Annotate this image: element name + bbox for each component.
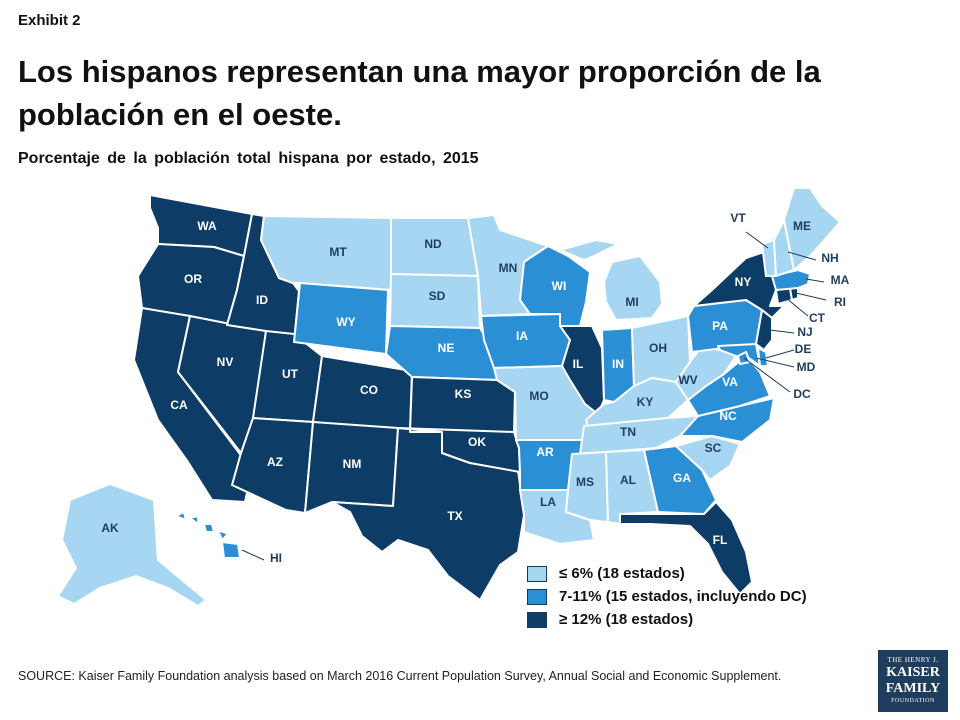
kff-logo: THE HENRY J. KAISER FAMILY FOUNDATION <box>878 650 948 712</box>
state-label-nd: ND <box>424 237 442 251</box>
dc-leader <box>743 357 791 393</box>
map-subtitle: Porcentaje de la población total hispana… <box>18 150 479 167</box>
state-il[interactable] <box>559 325 605 415</box>
state-label-la: LA <box>540 495 556 509</box>
state-label-nh: NH <box>821 251 838 265</box>
state-label-sd: SD <box>429 289 446 303</box>
state-label-ak: AK <box>101 521 119 535</box>
state-label-me: ME <box>793 219 811 233</box>
exhibit-label: Exhibit 2 <box>18 12 81 29</box>
state-label-co: CO <box>360 383 378 397</box>
state-label-ut: UT <box>282 367 299 381</box>
state-label-or: OR <box>184 272 202 286</box>
hi-leader <box>241 549 265 561</box>
legend-swatch-mid <box>527 589 547 605</box>
state-label-wa: WA <box>197 219 217 233</box>
page-title: Los hispanos representan una mayor propo… <box>18 54 821 132</box>
md-leader <box>755 357 795 368</box>
state-ak[interactable] <box>57 483 207 607</box>
state-label-pa: PA <box>712 319 728 333</box>
state-label-ma: MA <box>831 273 850 287</box>
state-ny[interactable] <box>693 249 785 319</box>
state-label-id: ID <box>256 293 268 307</box>
state-mt[interactable] <box>260 215 392 291</box>
nj-leader <box>769 329 795 334</box>
state-label-mi: MI <box>625 295 638 309</box>
de-leader <box>765 349 795 359</box>
state-label-al: AL <box>620 473 636 487</box>
state-label-ky: KY <box>637 395 654 409</box>
state-ok[interactable] <box>397 427 521 473</box>
state-label-vt: VT <box>730 211 746 225</box>
legend-item-mid: 7-11% (15 estados, incluyendo DC) <box>527 586 847 609</box>
legend-swatch-low <box>527 566 547 582</box>
state-label-nj: NJ <box>797 325 812 339</box>
state-label-oh: OH <box>649 341 667 355</box>
state-label-sc: SC <box>705 441 722 455</box>
state-label-fl: FL <box>713 533 728 547</box>
legend-label-high: ≥ 12% (18 estados) <box>559 611 694 628</box>
logo-line-3: FAMILY <box>885 681 941 696</box>
state-label-mn: MN <box>499 261 518 275</box>
legend-label-low: ≤ 6% (18 estados) <box>559 565 685 582</box>
logo-line-1: THE HENRY J. <box>887 656 939 664</box>
ct-leader <box>785 297 809 317</box>
state-nj[interactable] <box>755 309 773 351</box>
nh-leader <box>787 251 817 261</box>
state-label-ga: GA <box>673 471 691 485</box>
state-label-md: MD <box>797 360 816 374</box>
legend-item-low: ≤ 6% (18 estados) <box>527 563 847 586</box>
state-me[interactable] <box>783 187 841 271</box>
state-label-va: VA <box>722 375 738 389</box>
logo-line-2: KAISER <box>886 665 940 680</box>
state-label-ia: IA <box>516 329 528 343</box>
legend-item-high: ≥ 12% (18 estados) <box>527 609 847 632</box>
state-label-de: DE <box>795 342 812 356</box>
state-label-ca: CA <box>170 398 188 412</box>
legend-swatch-high <box>527 612 547 628</box>
ma-leader <box>805 278 825 283</box>
state-label-hi: HI <box>270 551 282 565</box>
state-label-ok: OK <box>468 435 486 449</box>
state-label-ny: NY <box>735 275 752 289</box>
state-label-ne: NE <box>438 341 455 355</box>
state-label-nc: NC <box>719 409 737 423</box>
state-label-mo: MO <box>529 389 548 403</box>
state-label-dc: DC <box>793 387 811 401</box>
map-legend: ≤ 6% (18 estados) 7-11% (15 estados, inc… <box>527 563 847 632</box>
state-label-wv: WV <box>678 373 697 387</box>
legend-label-mid: 7-11% (15 estados, incluyendo DC) <box>559 588 807 605</box>
state-ks[interactable] <box>409 376 516 433</box>
source-note: SOURCE: Kaiser Family Foundation analysi… <box>18 669 782 683</box>
state-label-nm: NM <box>343 457 362 471</box>
state-ri[interactable] <box>789 287 799 301</box>
ri-leader <box>795 292 827 301</box>
state-label-nv: NV <box>217 355 234 369</box>
state-label-wi: WI <box>552 279 567 293</box>
vt-leader <box>745 231 769 249</box>
state-label-az: AZ <box>267 455 283 469</box>
state-label-ms: MS <box>576 475 594 489</box>
state-hi[interactable] <box>175 511 241 559</box>
logo-line-4: FOUNDATION <box>891 698 935 704</box>
state-label-wy: WY <box>336 315 355 329</box>
state-label-ct: CT <box>809 311 826 325</box>
state-label-ar: AR <box>536 445 554 459</box>
state-fl[interactable] <box>619 501 753 595</box>
state-label-ri: RI <box>834 295 846 309</box>
state-label-in: IN <box>612 357 624 371</box>
state-label-mt: MT <box>329 245 347 259</box>
state-mi[interactable] <box>559 239 663 321</box>
state-label-ks: KS <box>455 387 472 401</box>
state-label-il: IL <box>573 357 584 371</box>
state-label-tn: TN <box>620 425 636 439</box>
state-label-tx: TX <box>447 509 462 523</box>
